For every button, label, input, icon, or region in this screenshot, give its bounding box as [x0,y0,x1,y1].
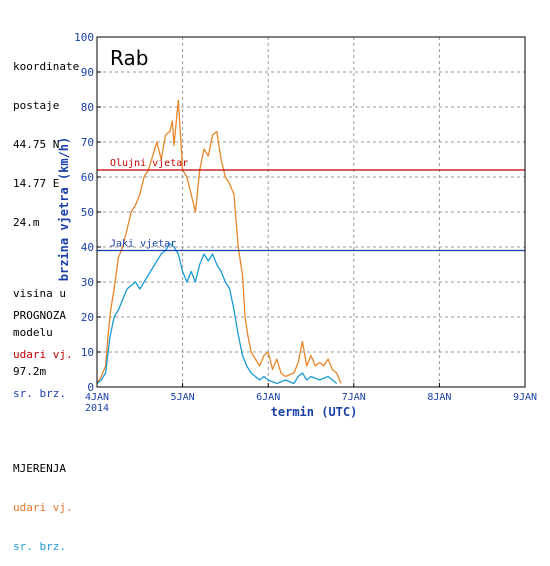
y-tick-label: 60 [81,171,94,184]
station-line: 24.m [13,216,40,229]
y-tick-label: 50 [81,206,94,219]
station-line: modelu [13,326,53,339]
series-mean-measured [96,242,338,385]
y-tick-label: 70 [81,136,94,149]
station-line: 14.77 E [13,177,60,190]
legend-prognoza-gust: udari vj. [13,348,73,361]
legend-prognoza-title: PROGNOZA [13,309,66,322]
y-tick-label: 10 [81,346,94,359]
legend-mjerenja-title: MJERENJA [13,462,66,475]
y-tick-label: 30 [81,276,94,289]
plot-frame [96,36,526,388]
x-axis-label: termin (UTC) [271,405,358,419]
chart-title: Rab [110,46,148,70]
series-gust-measured [96,99,342,384]
legend-mjerenja-gust: udari vj. [13,501,73,514]
y-tick-label: 80 [81,101,94,114]
legend-mjerenja-mean: sr. brz. [13,540,66,553]
threshold-storm-label: Olujni vjetar [110,158,188,169]
y-axis-label: brzina vjetra (km/h) [57,137,71,282]
x-tick-label: 8JAN [427,392,451,403]
station-line: postaje [13,99,60,112]
x-tick-label: 4JAN [85,392,109,403]
y-tick-label: 40 [81,241,94,254]
station-line: visina u [13,287,66,300]
station-line: 97.2m [13,365,47,378]
wind-chart: Olujni vjetar Jaki vjetar 0 10 20 30 40 50 60 70 8… [57,31,537,419]
x-tick-label: 5JAN [171,392,195,403]
station-line: 44.75 N [13,138,60,151]
y-tick-label: 20 [81,311,94,324]
x-tick-label: 6JAN [256,392,280,403]
legend-prognoza-mean: sr. brz. [13,387,66,400]
station-info: koordinate postaje 44.75 N 14.77 E 24.m … [13,34,79,391]
y-tick-label: 100 [74,31,94,44]
x-tick-label: 7JAN [342,392,366,403]
x-tick-sublabel: 2014 [85,403,109,414]
y-tick-label: 0 [87,381,94,394]
station-line: koordinate [13,60,80,73]
threshold-strong-label: Jaki vjetar [110,239,176,250]
x-tick-label: 9JAN [513,392,537,403]
y-tick-label: 90 [81,66,94,79]
